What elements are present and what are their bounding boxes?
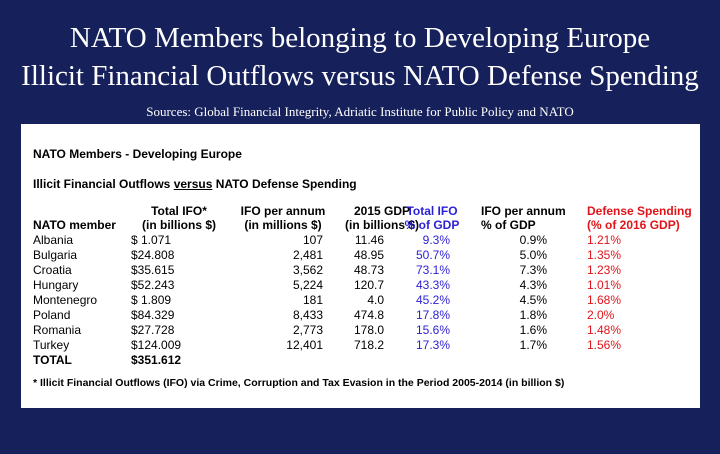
subheading-post: NATO Defense Spending (212, 177, 357, 191)
cell-pa-gdp: 1.6% (519, 323, 547, 337)
table-panel: NATO Members - Developing Europe Illicit… (21, 124, 700, 408)
cell-per-annum: 8,433 (292, 308, 323, 322)
cell-defense: 2.0% (587, 308, 615, 322)
col-header-pa-gdp-line2: % of GDP (481, 218, 536, 232)
col-header-defense-line2: (% of 2016 GDP) (587, 218, 680, 232)
cell-defense: 1.68% (587, 293, 622, 307)
cell-pa-gdp: 1.7% (519, 338, 547, 352)
cell-ifo-gdp: 17.8% (415, 308, 450, 322)
total-value: $351.612 (131, 353, 182, 367)
cell-total-ifo: $24.808 (131, 248, 175, 262)
footnote: * Illicit Financial Outflows (IFO) via C… (33, 377, 565, 389)
col-header-ifo-gdp: Total IFO % of GDP (397, 204, 467, 232)
cell-total-ifo: $35.615 (131, 263, 175, 277)
cell-pa-gdp: 4.3% (519, 278, 547, 292)
table-row: Poland $84.329 8,433 474.8 17.8% 1.8% 2.… (21, 308, 700, 322)
cell-total-ifo: $52.243 (131, 278, 175, 292)
cell-ifo-gdp: 9.3% (422, 233, 450, 247)
cell-defense: 1.35% (587, 248, 622, 262)
total-row: TOTAL $351.612 (21, 353, 700, 367)
table-row: Romania $27.728 2,773 178.0 15.6% 1.6% 1… (21, 323, 700, 337)
cell-total-ifo: $ 1.071 (131, 233, 172, 247)
cell-gdp: 4.0 (367, 293, 384, 307)
total-label: TOTAL (33, 353, 72, 367)
cell-total-ifo: $ 1.809 (131, 293, 172, 307)
table-row: Hungary $52.243 5,224 120.7 43.3% 4.3% 1… (21, 278, 700, 292)
sources-text: Sources: Global Financial Integrity, Adr… (146, 104, 574, 119)
col-header-per-annum: IFO per annum (in millions $) (235, 204, 331, 232)
col-header-total-ifo-line2: (in billions $) (142, 218, 216, 232)
cell-gdp: 474.8 (353, 308, 384, 322)
cell-ifo-gdp: 45.2% (415, 293, 450, 307)
cell-defense: 1.56% (587, 338, 622, 352)
cell-total-ifo: $27.728 (131, 323, 175, 337)
table-row: Montenegro $ 1.809 181 4.0 45.2% 4.5% 1.… (21, 293, 700, 307)
cell-gdp: 178.0 (353, 323, 384, 337)
cell-ifo-gdp: 15.6% (415, 323, 450, 337)
table-row: Albania $ 1.071 107 11.46 9.3% 0.9% 1.21… (21, 233, 700, 247)
cell-ifo-gdp: 17.3% (415, 338, 450, 352)
cell-member: Bulgaria (33, 248, 78, 262)
cell-ifo-gdp: 43.3% (415, 278, 450, 292)
cell-pa-gdp: 7.3% (519, 263, 547, 277)
cell-per-annum: 107 (302, 233, 323, 247)
cell-per-annum: 12,401 (286, 338, 323, 352)
col-header-pa-gdp: IFO per annum % of GDP (481, 204, 566, 232)
table-row: Bulgaria $24.808 2,481 48.95 50.7% 5.0% … (21, 248, 700, 262)
cell-member: Poland (33, 308, 71, 322)
col-header-ifo-gdp-line1: Total IFO (406, 204, 458, 218)
cell-defense: 1.23% (587, 263, 622, 277)
table-row: Turkey $124.009 12,401 718.2 17.3% 1.7% … (21, 338, 700, 352)
col-header-gdp-line2: (in billions $) (345, 218, 419, 232)
col-header-defense-line1: Defense Spending (587, 204, 692, 218)
cell-per-annum: 3,562 (292, 263, 323, 277)
cell-total-ifo: $124.009 (131, 338, 182, 352)
subheading-versus: versus (173, 177, 213, 191)
cell-pa-gdp: 0.9% (519, 233, 547, 247)
cell-defense: 1.21% (587, 233, 622, 247)
cell-member: Montenegro (33, 293, 98, 307)
col-header-total-ifo-line1: Total IFO* (151, 204, 207, 218)
col-header-pa-gdp-line1: IFO per annum (481, 204, 566, 218)
cell-total-ifo: $84.329 (131, 308, 175, 322)
cell-pa-gdp: 4.5% (519, 293, 547, 307)
cell-pa-gdp: 1.8% (519, 308, 547, 322)
col-header-gdp: 2015 GDP (in billions $) (337, 204, 427, 232)
cell-gdp: 11.46 (354, 233, 384, 247)
table-row: Croatia $35.615 3,562 48.73 73.1% 7.3% 1… (21, 263, 700, 277)
subheading-pre: Illicit Financial Outflows (33, 177, 174, 191)
panel-subheading: Illicit Financial Outflows versus NATO D… (33, 177, 357, 191)
cell-per-annum: 5,224 (292, 278, 323, 292)
cell-gdp: 48.73 (353, 263, 384, 277)
col-header-per-annum-line1: IFO per annum (240, 204, 326, 218)
col-header-per-annum-line2: (in millions $) (244, 218, 322, 232)
cell-per-annum: 2,773 (292, 323, 323, 337)
cell-gdp: 718.2 (353, 338, 384, 352)
cell-pa-gdp: 5.0% (519, 248, 547, 262)
cell-ifo-gdp: 73.1% (415, 263, 450, 277)
panel-heading: NATO Members - Developing Europe (33, 147, 242, 161)
col-header-ifo-gdp-line2: % of GDP (404, 218, 460, 232)
cell-gdp: 48.95 (353, 248, 384, 262)
title-line-2: Illicit Financial Outflows versus NATO D… (21, 60, 699, 92)
cell-gdp: 120.7 (353, 278, 384, 292)
col-header-defense: Defense Spending (% of 2016 GDP) (587, 204, 692, 232)
cell-member: Albania (33, 233, 74, 247)
col-header-total-ifo: Total IFO* (in billions $) (131, 204, 227, 232)
col-header-gdp-line1: 2015 GDP (353, 204, 411, 218)
cell-per-annum: 181 (302, 293, 323, 307)
cell-member: Hungary (33, 278, 79, 292)
cell-member: Croatia (33, 263, 72, 277)
cell-defense: 1.48% (587, 323, 622, 337)
title-line-1: NATO Members belonging to Developing Eur… (69, 22, 651, 54)
col-header-member: NATO member (33, 218, 116, 232)
cell-defense: 1.01% (587, 278, 622, 292)
cell-per-annum: 2,481 (292, 248, 323, 262)
cell-ifo-gdp: 50.7% (415, 248, 450, 262)
cell-member: Romania (33, 323, 82, 337)
cell-member: Turkey (33, 338, 70, 352)
